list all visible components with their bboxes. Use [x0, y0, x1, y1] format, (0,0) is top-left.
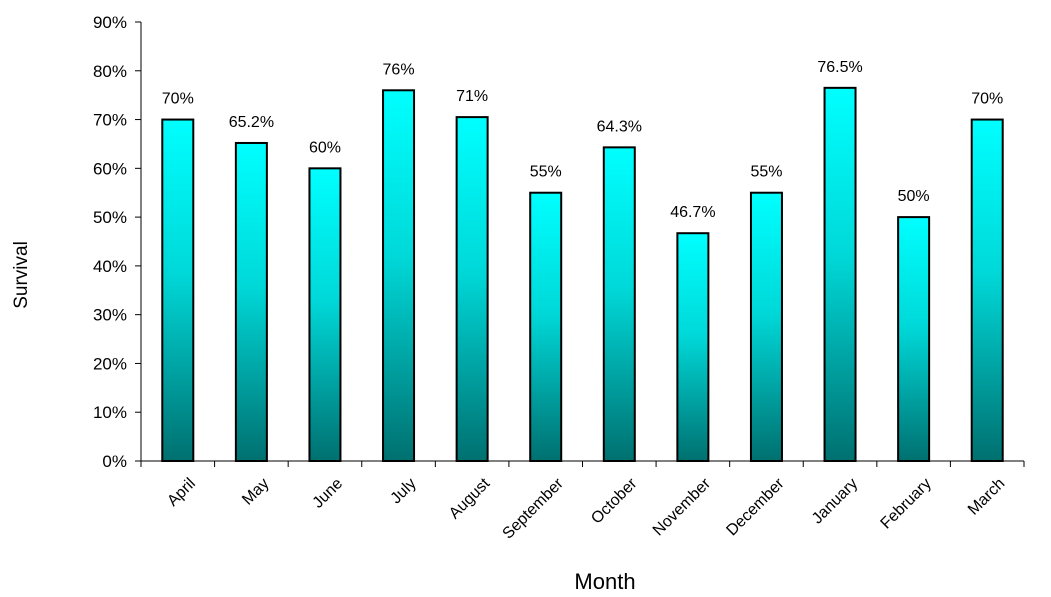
y-tick-label: 40% — [93, 257, 127, 276]
y-axis-ticks: 0% 10% 20% 30% 40% 50% 60% 70% 80% 90% — [93, 13, 141, 471]
x-axis-title: Month — [574, 569, 636, 594]
y-tick-label: 10% — [93, 403, 127, 422]
data-labels: 70% 65.2% 60% 76% 71% 55% 64.3% 46.7% 55% 76.5% 50… — [162, 59, 1003, 221]
y-tick-label: 30% — [93, 306, 127, 325]
data-label: 76.5% — [817, 59, 862, 76]
bar — [823, 86, 857, 462]
y-tick-label: 60% — [93, 159, 127, 178]
y-tick-label: 20% — [93, 354, 127, 373]
x-tick-label: February — [878, 475, 935, 532]
axes — [140, 22, 1024, 462]
bar — [602, 146, 636, 462]
data-label: 70% — [971, 91, 1003, 108]
x-tick-label: July — [388, 475, 420, 507]
y-tick-label: 90% — [93, 13, 127, 32]
y-axis-title: Survival — [11, 241, 32, 309]
bar — [382, 89, 416, 463]
bar — [529, 191, 563, 462]
x-tick-label: December — [723, 475, 788, 540]
bars — [161, 86, 1004, 463]
x-tick-label: August — [446, 475, 494, 523]
data-label: 55% — [750, 164, 782, 181]
bar — [897, 216, 931, 462]
bar — [970, 118, 1004, 463]
x-tick-label: January — [809, 475, 861, 527]
data-label: 76% — [383, 61, 415, 78]
data-label: 64.3% — [597, 118, 642, 135]
x-tick-label: June — [310, 475, 347, 512]
bar — [308, 167, 342, 462]
y-tick-label: 50% — [93, 208, 127, 227]
bar — [749, 191, 783, 462]
y-tick-label: 70% — [93, 111, 127, 130]
bar — [676, 232, 710, 462]
bar — [161, 118, 195, 463]
data-label: 60% — [309, 139, 341, 156]
x-tick-label: April — [164, 475, 199, 510]
data-label: 55% — [530, 164, 562, 181]
y-tick-label: 80% — [93, 62, 127, 81]
data-label: 71% — [456, 88, 488, 105]
y-tick-label: 0% — [102, 452, 127, 471]
data-label: 65.2% — [229, 114, 274, 131]
bar — [234, 141, 268, 462]
x-tick-label: October — [588, 475, 641, 528]
data-label: 70% — [162, 91, 194, 108]
x-axis-ticks: April May June July August September October No… — [140, 461, 1025, 543]
data-label: 50% — [898, 188, 930, 205]
data-label: 46.7% — [670, 204, 715, 221]
x-tick-label: March — [965, 475, 1008, 518]
x-tick-label: September — [500, 475, 568, 543]
x-tick-label: May — [239, 475, 272, 508]
x-tick-label: November — [650, 475, 715, 540]
bar — [455, 116, 489, 462]
